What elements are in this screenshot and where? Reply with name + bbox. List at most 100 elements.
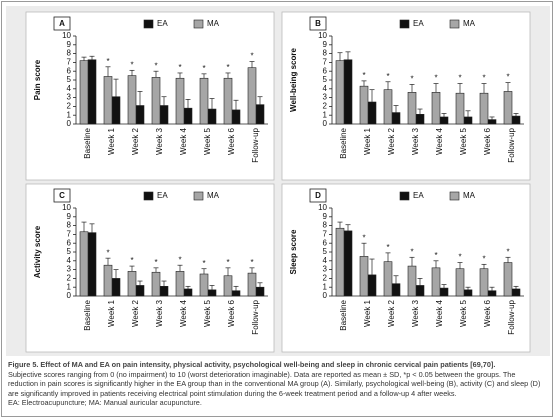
x-tick-label: Week 6 [227,127,236,155]
panel [281,183,531,353]
y-tick-label: 4 [323,256,328,265]
bar [207,108,217,125]
caption-abbreviations: EA: Electroacupuncture; MA: Manual auric… [8,398,202,408]
bar [335,60,345,125]
x-tick-label: Week 3 [155,127,164,155]
y-tick-label: 2 [323,102,328,111]
panel-label: C [59,191,65,200]
bar [135,105,145,125]
bar [231,290,241,297]
legend-swatch [193,19,204,29]
bar [111,278,121,297]
significance-marker: * [154,258,157,267]
significance-marker: * [434,251,437,260]
significance-marker: * [154,61,157,70]
legend-swatch [399,191,410,201]
bar [359,256,369,297]
bar [343,59,353,125]
significance-marker: * [410,75,413,84]
bar [255,104,265,125]
significance-marker: * [202,64,205,73]
y-tick-label: 0 [67,291,72,300]
y-tick-label: 1 [323,110,328,119]
significance-marker: * [458,253,461,262]
y-tick-label: 10 [62,203,71,212]
bar [367,274,377,297]
significance-marker: * [250,52,253,61]
bar [407,92,417,125]
legend-swatch [399,19,410,29]
x-tick-label: Week 5 [203,127,212,155]
y-tick-label: 1 [323,282,328,291]
legend-label: MA [463,19,476,28]
x-tick-label: Baseline [83,299,92,330]
legend-swatch [143,19,154,29]
y-tick-label: 2 [323,274,328,283]
x-tick-label: Week 1 [107,299,116,327]
x-tick-label: Baseline [339,127,348,158]
legend-swatch [449,19,460,29]
y-tick-label: 8 [67,49,72,58]
x-tick-label: Week 5 [459,299,468,327]
bar [127,271,137,297]
bar [391,112,401,125]
significance-marker: * [202,259,205,268]
bar [207,289,217,297]
x-tick-label: Week 5 [459,127,468,155]
panel-label-box [309,188,327,203]
bar [79,60,89,125]
bar [151,271,161,297]
significance-marker: * [106,248,109,257]
bar [135,285,145,297]
x-tick-label: Week 6 [483,127,492,155]
caption: Figure 5. Effect of MA and EA on pain in… [8,360,546,408]
y-tick-label: 0 [67,119,72,128]
y-axis-label: Pain score [33,59,42,100]
panel-label: A [59,19,65,28]
x-tick-label: Week 1 [107,127,116,155]
significance-marker: * [130,256,133,265]
y-tick-label: 4 [67,256,72,265]
bar [247,67,257,125]
bar [479,268,489,297]
x-tick-label: Week 2 [131,127,140,155]
significance-marker: * [226,63,229,72]
y-tick-label: 3 [67,265,72,274]
bar [343,230,353,297]
bar [503,91,513,125]
x-tick-label: Follow-up [251,127,260,162]
y-tick-label: 8 [323,49,328,58]
panel [25,11,275,181]
significance-marker: * [386,243,389,252]
bar [439,116,449,125]
significance-marker: * [434,74,437,83]
y-tick-label: 3 [323,93,328,102]
y-tick-label: 9 [67,40,72,49]
x-tick-label: Week 3 [411,127,420,155]
x-tick-label: Week 3 [155,299,164,327]
bar [511,288,521,297]
y-tick-label: 2 [67,102,72,111]
bar [103,76,113,125]
bar [431,267,441,297]
y-tick-label: 6 [323,66,328,75]
y-axis-label: Sleep score [289,229,298,274]
y-tick-label: 7 [67,230,72,239]
bar [511,115,521,125]
bar [463,289,473,297]
y-tick-label: 0 [323,291,328,300]
bar [199,273,209,297]
bar [367,101,377,125]
legend-label: EA [413,19,424,28]
panel-label: B [315,19,321,28]
x-tick-label: Baseline [339,299,348,330]
panel-label-box [309,16,327,31]
significance-marker: * [178,255,181,264]
y-tick-label: 4 [323,84,328,93]
significance-marker: * [226,258,229,267]
significance-marker: * [506,247,509,256]
bar [407,265,417,297]
legend-label: EA [413,191,424,200]
y-tick-label: 9 [67,212,72,221]
bar [151,77,161,125]
